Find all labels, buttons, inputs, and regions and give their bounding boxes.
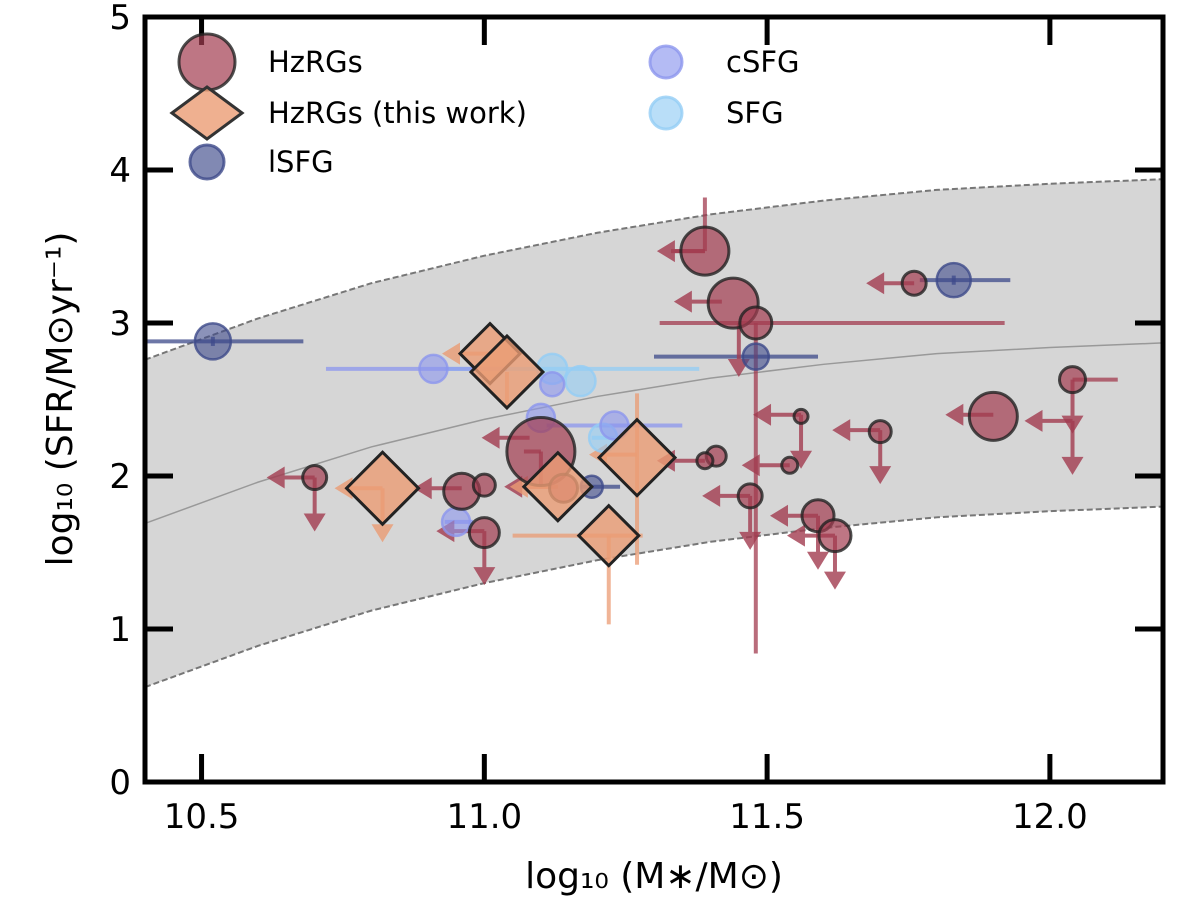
limit-arrow-left-head <box>413 477 432 500</box>
limit-arrow-left-head <box>441 342 460 365</box>
limit-arrow-left-head <box>481 426 500 449</box>
legend-label: lSFG <box>268 145 334 179</box>
circle-point <box>193 322 233 361</box>
limit-arrow-left-head <box>673 290 692 313</box>
limit-arrow-down-head <box>1061 456 1084 475</box>
circle-point <box>471 472 497 498</box>
circle-point <box>867 419 893 445</box>
limit-arrow-left-head <box>866 272 885 295</box>
x-tick-label: 11.0 <box>446 797 522 837</box>
legend-marker-circle <box>177 32 237 92</box>
circle-point <box>935 261 972 299</box>
circle-point <box>599 410 630 441</box>
limit-arrow-left-head <box>702 484 721 507</box>
y-axis-label: log₁₀ (SFR/M⊙yr⁻¹) <box>40 232 81 567</box>
circle-point <box>780 455 800 475</box>
legend-label: HzRGs (this work) <box>268 96 527 130</box>
limit-arrow-down-head <box>371 524 394 543</box>
diamond-point <box>576 503 641 568</box>
ms-lower-boundary <box>144 505 1164 689</box>
limit-arrow-down-head <box>739 531 762 550</box>
data-points <box>193 225 1088 568</box>
limit-arrow-down-head <box>303 513 326 532</box>
limit-arrow-left-head <box>753 403 772 426</box>
circle-point <box>467 516 501 550</box>
circle-point <box>967 390 1019 442</box>
legend-marker-circle <box>188 143 226 181</box>
legend-label: cSFG <box>726 45 800 79</box>
x-tick-label: 12.0 <box>1012 797 1088 837</box>
y-tick-label: 3 <box>109 304 131 344</box>
limit-arrow-left-head <box>741 454 760 477</box>
limit-arrow-left-head <box>334 477 353 500</box>
limit-arrow-left-head <box>786 524 805 547</box>
legend-marker-circle <box>648 44 684 80</box>
legend-entry: cSFG <box>648 44 800 80</box>
y-tick-label: 4 <box>109 151 131 191</box>
circle-point <box>792 407 810 425</box>
circle-point <box>679 225 731 277</box>
diamond-point <box>596 417 678 498</box>
y-tick-label: 1 <box>109 610 131 650</box>
x-axis-label: log₁₀ (M∗/M⊙) <box>525 856 783 897</box>
legend-entry: SFG <box>648 95 784 131</box>
ms-upper-boundary <box>144 178 1164 361</box>
legend-entry: lSFG <box>188 143 334 181</box>
circle-point <box>538 370 566 398</box>
diamond-point <box>468 333 546 411</box>
circle-point <box>817 518 853 554</box>
limit-arrow-down-head <box>790 450 813 469</box>
limit-arrow <box>1024 409 1084 475</box>
circle-point <box>738 305 774 341</box>
limit-arrow-left-head <box>945 403 964 426</box>
x-tick-label: 11.5 <box>729 797 805 837</box>
legend-entry: HzRGs <box>177 32 363 92</box>
circle-point <box>1058 365 1088 395</box>
legend-entry: HzRGs (this work) <box>169 85 527 141</box>
limit-arrow-down-head <box>473 567 496 586</box>
y-tick-label: 0 <box>109 763 131 803</box>
limit-arrow-left-head <box>832 419 851 442</box>
legend-label: SFG <box>726 96 784 130</box>
limit-arrow <box>702 484 762 550</box>
limit-arrow-left-head <box>770 504 789 527</box>
limit-arrow-down-head <box>807 551 830 570</box>
circle-point <box>900 269 928 297</box>
x-tick-label: 10.5 <box>164 797 240 837</box>
legend-label: HzRGs <box>268 45 363 79</box>
diamond-point <box>344 450 421 527</box>
limit-arrow-left-head <box>266 466 285 489</box>
limit-arrow-down-head <box>869 466 892 485</box>
legend-marker-diamond <box>169 85 245 141</box>
circle-point <box>418 353 449 385</box>
limit-arrow-down-head <box>823 571 846 590</box>
circle-point <box>736 482 764 510</box>
circle-point <box>741 342 771 371</box>
limit-arrow-left-head <box>1024 409 1043 432</box>
ms-band-fill <box>145 179 1163 688</box>
axis-ticks: 10.5 11.0 11.5 12.0 0 1 2 3 4 5 <box>109 0 1163 837</box>
legend-marker-circle <box>648 95 684 131</box>
plot-frame <box>142 14 1166 785</box>
circle-point <box>440 506 472 538</box>
y-tick-label: 5 <box>109 0 131 38</box>
y-tick-label: 2 <box>109 457 131 497</box>
limit-arrow-left-head <box>656 240 675 263</box>
circle-point <box>301 464 329 492</box>
circle-point <box>564 364 597 398</box>
legend: HzRGs HzRGs (this work) lSFG cSFG SFG <box>169 32 800 181</box>
circle-point <box>695 451 715 471</box>
diamond-point <box>521 450 594 523</box>
